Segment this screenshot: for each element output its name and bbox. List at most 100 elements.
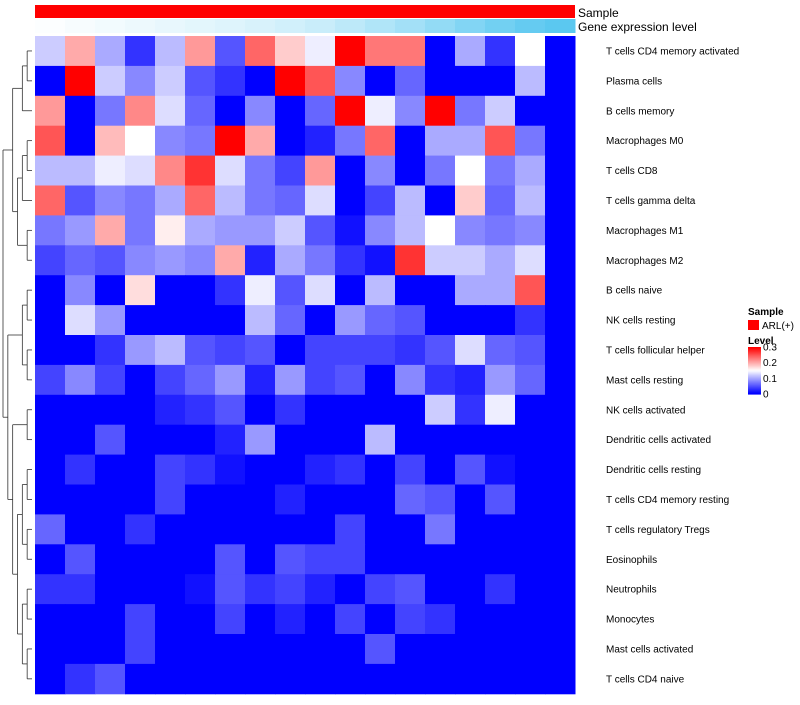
heatmap-cell [125,364,156,396]
heatmap-cell [95,634,126,665]
heatmap-cell [95,275,126,306]
heatmap-cell [425,36,456,67]
heatmap-cell [95,394,126,426]
heatmap-cell [305,95,336,127]
heatmap-cell [275,454,306,485]
heatmap-cell [395,215,426,246]
heatmap-cell [395,335,426,366]
heatmap-cell [245,604,276,635]
heatmap-cell [365,335,396,366]
heatmap-cell [425,185,456,216]
heatmap-cell [125,663,156,695]
heatmap-cell [95,215,126,246]
heatmap-cell [125,185,156,216]
heatmap-cell [275,245,306,276]
heatmap-cell [395,155,426,186]
heatmap-cell [365,245,396,276]
heatmap-cell [335,514,366,545]
heatmap-cell [245,544,276,575]
expression-track-cell [455,19,486,33]
expression-track-cell [155,19,186,33]
heatmap-cell [185,454,216,485]
heatmap-cell [275,634,306,665]
heatmap-cell [215,95,246,127]
legend-gradient-step [748,368,761,370]
expression-track-label: Gene expression level [578,20,697,34]
heatmap-cell [515,634,546,665]
heatmap-cell [455,36,486,67]
heatmap-cell [425,544,456,575]
heatmap-cell [215,245,246,276]
heatmap-cell [65,424,96,456]
heatmap-cell [545,275,576,306]
heatmap-cell [35,125,66,157]
heatmap-cell [455,65,486,97]
heatmap-cell [185,215,216,246]
heatmap-cell [65,574,96,605]
heatmap-cell [305,125,336,157]
heatmap-cell [275,484,306,515]
heatmap-cell [275,305,306,336]
expression-track-cell [245,19,276,33]
heatmap-cell [155,36,186,67]
legend-tick-label: 0 [763,390,769,401]
heatmap-cell [395,663,426,695]
heatmap-cell [35,514,66,545]
row-label: Eosinophils [606,555,657,566]
legend-gradient-step [748,351,761,354]
legend-gradient-step [748,381,761,383]
heatmap-cell [155,95,186,127]
legend-tick-label: 0.3 [763,343,777,354]
heatmap-cell [365,424,396,456]
heatmap-cell [185,36,216,67]
heatmap-cell [215,125,246,157]
heatmap-cell [425,335,456,366]
heatmap-cell [125,454,156,485]
heatmap-cell [35,335,66,366]
heatmap-cell [35,574,66,605]
heatmap-cell [35,245,66,276]
heatmap-cell [185,65,216,97]
heatmap-cell [305,215,336,246]
heatmap-cell [545,454,576,485]
heatmap-cell [95,155,126,186]
heatmap-cell [215,185,246,216]
heatmap-cell [455,484,486,515]
heatmap-cell [185,663,216,695]
heatmap-cell [35,663,66,695]
row-label: Macrophages M0 [606,136,684,147]
heatmap-cell [215,424,246,456]
heatmap-cell [305,663,336,695]
heatmap-cell [305,484,336,515]
heatmap-cell [95,95,126,127]
row-label: Mast cells resting [606,375,683,386]
heatmap-cell [335,484,366,515]
legend-gradient-step [748,378,761,381]
heatmap-cell [155,305,186,336]
heatmap-cell [335,95,366,127]
heatmap-cell [185,185,216,216]
heatmap-cell [395,604,426,635]
heatmap-cell [245,155,276,186]
heatmap-cell [455,185,486,216]
heatmap-cell [155,275,186,306]
heatmap-cell [95,125,126,157]
heatmap-cell [455,155,486,186]
heatmap-cell [125,215,156,246]
legend-gradient-step [748,369,761,372]
heatmap-cell [515,185,546,216]
heatmap-cell [65,454,96,485]
heatmap-cell [485,454,516,485]
heatmap-cell [245,65,276,97]
heatmap-cell [335,574,366,605]
expression-track-cell [335,19,366,33]
heatmap-cell [155,454,186,485]
legend-gradient-step [748,391,761,394]
expression-track-cell [425,19,456,33]
heatmap-cell [365,95,396,127]
heatmap-cell [515,454,546,485]
heatmap-cell [335,364,366,396]
heatmap-cell [365,305,396,336]
heatmap-cell [455,514,486,545]
